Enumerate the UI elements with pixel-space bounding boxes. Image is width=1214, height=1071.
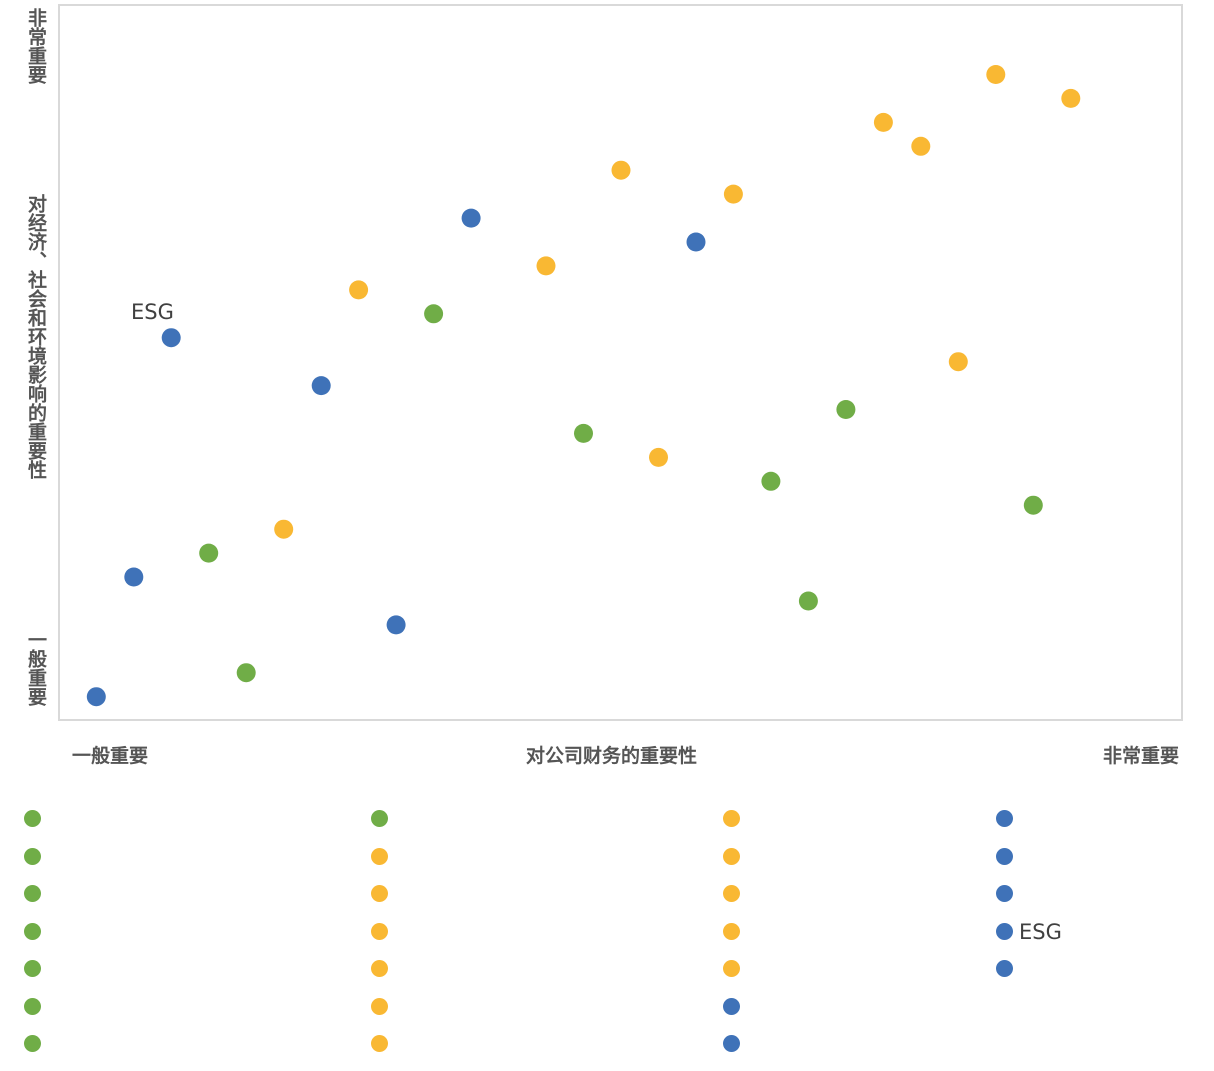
legend-item bbox=[996, 883, 1062, 921]
data-points bbox=[86, 65, 1081, 707]
legend-item bbox=[723, 958, 740, 996]
data-point-20 bbox=[836, 400, 856, 419]
legend-marker bbox=[723, 885, 740, 902]
data-point-22 bbox=[911, 136, 931, 156]
legend-item bbox=[723, 883, 740, 921]
legend-marker bbox=[371, 885, 388, 902]
legend-marker bbox=[24, 997, 41, 1015]
legend-item bbox=[371, 958, 388, 996]
data-point-23 bbox=[948, 352, 968, 372]
data-point-18 bbox=[761, 471, 781, 491]
legend-item bbox=[996, 808, 1062, 846]
legend-item bbox=[723, 1033, 740, 1071]
scatter-chart bbox=[58, 4, 1183, 721]
data-point-7 bbox=[311, 376, 331, 396]
legend-item bbox=[371, 846, 388, 884]
legend-item bbox=[723, 808, 740, 846]
legend-marker bbox=[723, 1035, 740, 1052]
data-point-5 bbox=[236, 663, 256, 683]
legend-marker bbox=[24, 847, 41, 865]
legend-item bbox=[723, 921, 740, 959]
data-point-9 bbox=[386, 615, 406, 635]
legend-item bbox=[371, 883, 388, 921]
legend-item bbox=[24, 958, 41, 996]
legend-item bbox=[24, 883, 41, 921]
legend-marker bbox=[723, 810, 740, 827]
data-point-24 bbox=[986, 65, 1006, 84]
data-point-25 bbox=[1023, 495, 1043, 515]
data-point-13 bbox=[574, 423, 593, 443]
legend-item bbox=[24, 846, 41, 884]
legend-column-2 bbox=[371, 808, 388, 1071]
legend-marker bbox=[371, 1035, 388, 1052]
legend-marker bbox=[371, 810, 388, 827]
legend-marker bbox=[371, 847, 388, 865]
data-point-11 bbox=[461, 208, 481, 228]
data-point-6 bbox=[274, 519, 294, 539]
legend-marker bbox=[996, 847, 1013, 865]
legend-item bbox=[371, 1033, 388, 1071]
legend-item bbox=[996, 846, 1062, 884]
data-point-26 bbox=[1061, 88, 1081, 108]
legend-marker bbox=[723, 960, 740, 977]
legend-item bbox=[24, 1033, 41, 1071]
data-point-14 bbox=[611, 160, 631, 180]
legend-item bbox=[24, 996, 41, 1034]
data-point-12 bbox=[536, 256, 556, 276]
data-point-21 bbox=[873, 112, 893, 132]
legend-item: ESG bbox=[996, 921, 1062, 959]
data-point-19 bbox=[798, 591, 818, 611]
data-point-8 bbox=[349, 280, 369, 300]
data-point-16 bbox=[686, 232, 706, 252]
data-point-1 bbox=[86, 687, 106, 707]
legend-marker bbox=[723, 847, 740, 865]
legend-marker bbox=[996, 922, 1013, 940]
plot-area-border bbox=[58, 4, 1183, 721]
x-axis-right-label: 非常重要 bbox=[1103, 745, 1180, 767]
legend-label: ESG bbox=[1019, 919, 1062, 944]
legend-item bbox=[371, 808, 388, 846]
legend-item bbox=[723, 996, 740, 1034]
y-axis-bottom-label: 一般重要 bbox=[25, 630, 47, 706]
legend-marker bbox=[996, 885, 1013, 902]
legend-marker bbox=[24, 922, 41, 940]
y-axis-title: 对经济、社会和环境影响的重要性 bbox=[25, 194, 47, 479]
legend-marker bbox=[996, 810, 1013, 827]
data-point-10 bbox=[424, 304, 444, 324]
legend-item bbox=[371, 921, 388, 959]
legend-item bbox=[723, 846, 740, 884]
legend-marker bbox=[371, 997, 388, 1015]
legend-marker bbox=[24, 960, 41, 977]
data-point-15 bbox=[649, 447, 668, 467]
legend-marker bbox=[24, 885, 41, 902]
x-axis-title: 对公司财务的重要性 bbox=[526, 745, 698, 767]
legend-item bbox=[24, 921, 41, 959]
legend-item bbox=[24, 808, 41, 846]
legend-marker bbox=[723, 997, 740, 1015]
data-point-label: ESG bbox=[131, 300, 174, 324]
legend-column-1 bbox=[24, 808, 41, 1071]
legend-marker bbox=[371, 960, 388, 977]
y-axis-top-label: 非常重要 bbox=[25, 8, 47, 84]
data-point-4 bbox=[199, 543, 219, 563]
data-point-17 bbox=[723, 184, 743, 204]
legend-column-4: ESG bbox=[996, 808, 1062, 996]
x-axis-left-label: 一般重要 bbox=[72, 745, 149, 767]
legend-marker bbox=[371, 922, 388, 940]
legend-column-3 bbox=[723, 808, 740, 1071]
legend-marker bbox=[24, 1035, 41, 1052]
legend-marker bbox=[24, 810, 41, 827]
legend-marker bbox=[723, 922, 740, 940]
legend-item bbox=[996, 958, 1062, 996]
data-point-3 bbox=[161, 328, 181, 348]
data-point-2 bbox=[124, 567, 144, 587]
legend-marker bbox=[996, 960, 1013, 977]
legend-item bbox=[371, 996, 388, 1034]
